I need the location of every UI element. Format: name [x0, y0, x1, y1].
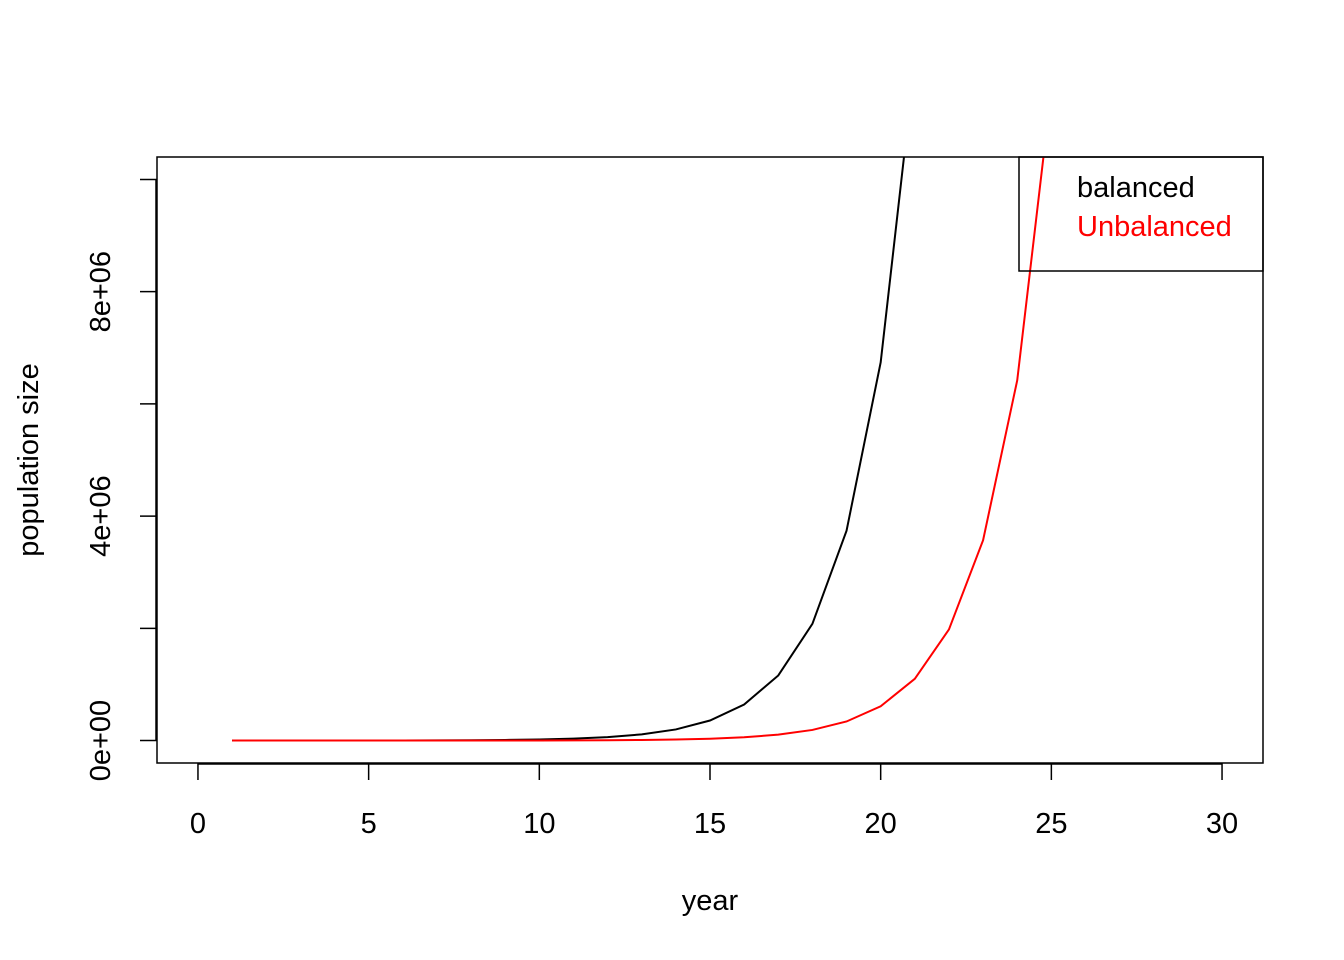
legend-box — [1018, 156, 1264, 272]
y-tick-label: 0e+00 — [85, 700, 117, 781]
legend-entry: Unbalanced — [1077, 211, 1232, 243]
x-tick-label: 20 — [865, 808, 897, 840]
legend-entry: balanced — [1077, 172, 1195, 204]
plot-frame — [156, 156, 1264, 764]
x-tick-label: 15 — [694, 808, 726, 840]
y-axis-label: population size — [13, 363, 45, 556]
x-tick-label: 5 — [361, 808, 377, 840]
x-tick-label: 30 — [1206, 808, 1238, 840]
x-tick-label: 10 — [523, 808, 555, 840]
y-tick-label: 8e+06 — [85, 251, 117, 332]
series-line — [232, 157, 1045, 742]
series-line — [232, 157, 905, 742]
y-tick-label: 4e+06 — [85, 475, 117, 556]
plot-area — [232, 157, 1045, 742]
x-axis-label: year — [682, 885, 739, 917]
x-tick-label: 0 — [190, 808, 206, 840]
x-tick-label: 25 — [1035, 808, 1067, 840]
